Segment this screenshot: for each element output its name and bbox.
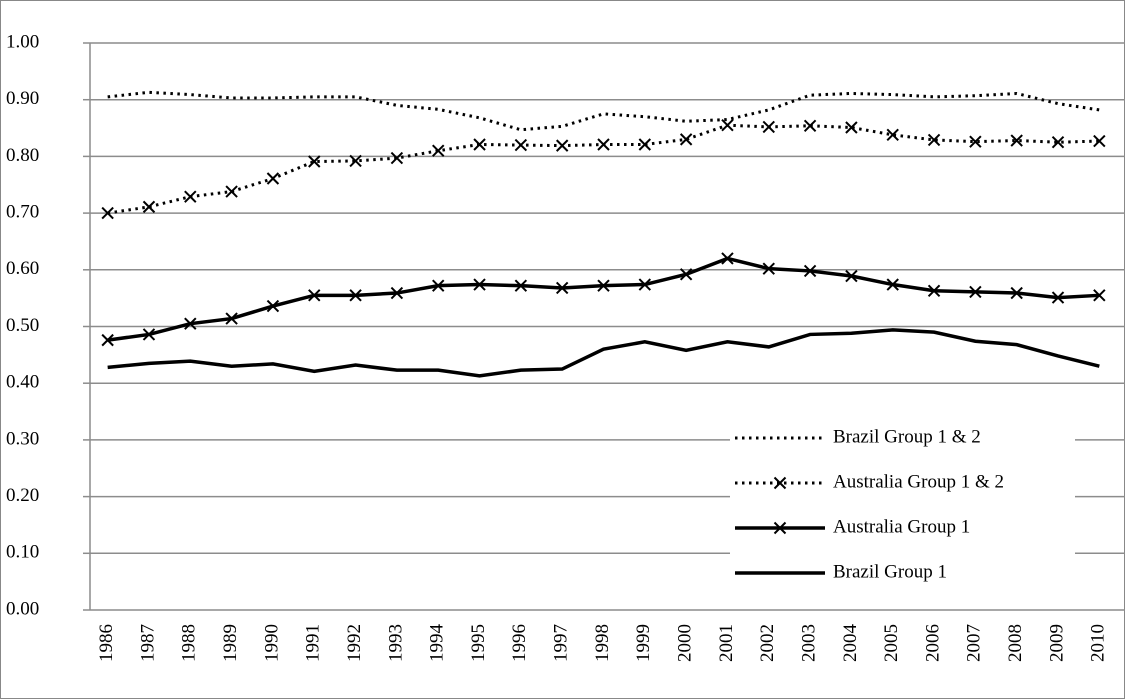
- x-tick-label: 1996: [509, 624, 530, 662]
- data-point-marker: [762, 120, 775, 134]
- data-point-marker: [1010, 286, 1023, 300]
- data-point-marker: [886, 278, 899, 291]
- x-tick-label: 1997: [551, 624, 572, 662]
- y-tick-label: 0.90: [6, 88, 39, 109]
- data-point-marker: [142, 328, 156, 341]
- data-point-marker: [1093, 289, 1106, 302]
- data-point-marker: [803, 119, 817, 132]
- y-tick-label: 0.00: [6, 598, 39, 619]
- data-point-marker: [225, 185, 238, 198]
- data-point-marker: [473, 278, 486, 291]
- x-tick-label: 2005: [881, 624, 902, 662]
- data-point-marker: [308, 289, 321, 302]
- x-tick-label: 1994: [427, 624, 448, 663]
- data-point-marker: [555, 281, 569, 295]
- data-point-marker: [762, 262, 775, 275]
- x-tick-label: 2009: [1046, 624, 1067, 662]
- data-point-marker: [308, 155, 321, 168]
- x-tick-label: 1987: [137, 624, 158, 662]
- data-point-marker: [390, 286, 404, 300]
- data-point-marker: [349, 289, 362, 302]
- data-point-marker: [184, 190, 197, 203]
- data-point-marker: [679, 133, 693, 146]
- data-point-marker: [721, 119, 734, 132]
- data-point-marker: [225, 312, 238, 325]
- x-tick-label: 1999: [633, 624, 654, 662]
- x-tick-label: 1988: [179, 624, 200, 662]
- data-point-marker: [101, 206, 114, 220]
- data-point-marker: [597, 279, 610, 292]
- y-tick-label: 0.10: [6, 542, 39, 563]
- y-tick-label: 0.80: [6, 145, 39, 166]
- x-tick-label: 1995: [468, 624, 489, 662]
- data-point-marker: [679, 268, 693, 281]
- data-point-marker: [473, 138, 486, 151]
- data-point-marker: [886, 128, 899, 142]
- y-tick-label: 1.00: [6, 31, 39, 52]
- x-tick-label: 1993: [385, 624, 406, 662]
- y-tick-label: 0.50: [6, 315, 39, 336]
- x-tick-label: 1989: [220, 624, 241, 662]
- x-tick-label: 1990: [261, 624, 282, 662]
- x-tick-label: 1998: [592, 624, 613, 662]
- data-point-marker: [845, 269, 858, 283]
- x-tick-label: 2006: [922, 624, 943, 662]
- x-tick-label: 2007: [964, 624, 985, 662]
- data-point-marker: [1010, 134, 1023, 147]
- x-tick-label: 2001: [716, 624, 737, 662]
- data-point-marker: [390, 151, 404, 165]
- data-point-marker: [101, 333, 114, 347]
- y-tick-label: 0.30: [6, 428, 39, 449]
- data-point-marker: [1093, 134, 1106, 148]
- legend-label: Australia Group 1: [833, 516, 970, 537]
- data-point-marker: [1051, 136, 1065, 149]
- x-tick-label: 2003: [798, 624, 819, 662]
- x-tick-label: 2008: [1005, 624, 1026, 662]
- data-point-marker: [184, 317, 197, 330]
- data-point-marker: [514, 279, 528, 292]
- data-point-marker: [142, 200, 156, 214]
- legend-label: Brazil Group 1 & 2: [833, 426, 981, 447]
- x-tick-label: 1991: [303, 624, 324, 662]
- data-point-marker: [432, 144, 445, 157]
- legend-label: Brazil Group 1: [833, 561, 947, 582]
- legend-box: [730, 416, 1075, 596]
- data-point-marker: [266, 172, 280, 185]
- x-tick-label: 2002: [757, 624, 778, 662]
- legend-marker: [773, 476, 787, 490]
- data-point-marker: [721, 252, 734, 265]
- data-point-marker: [1051, 291, 1065, 304]
- data-point-marker: [432, 279, 445, 292]
- data-point-marker: [597, 138, 610, 151]
- data-point-marker: [845, 121, 858, 134]
- x-tick-label: 1986: [96, 624, 117, 662]
- series-line: [107, 328, 1100, 378]
- x-tick-label: 2004: [840, 624, 861, 663]
- y-tick-label: 0.60: [6, 258, 39, 279]
- data-point-marker: [266, 299, 280, 313]
- data-point-marker: [638, 278, 652, 291]
- data-point-marker: [927, 133, 941, 147]
- data-point-marker: [969, 135, 982, 148]
- y-tick-label: 0.20: [6, 485, 39, 506]
- data-point-marker: [803, 264, 817, 278]
- y-tick-label: 0.40: [6, 372, 39, 393]
- legend-label: Australia Group 1 & 2: [833, 471, 1004, 492]
- x-tick-label: 2000: [674, 624, 695, 662]
- data-point-marker: [969, 285, 982, 299]
- y-tick-label: 0.70: [6, 201, 39, 222]
- data-point-marker: [927, 284, 941, 297]
- data-point-marker: [349, 154, 362, 168]
- legend-marker: [773, 521, 787, 535]
- x-tick-label: 2010: [1088, 624, 1109, 662]
- data-point-marker: [514, 138, 528, 152]
- x-tick-label: 1992: [344, 624, 365, 662]
- data-point-marker: [638, 138, 652, 151]
- data-point-marker: [555, 139, 569, 152]
